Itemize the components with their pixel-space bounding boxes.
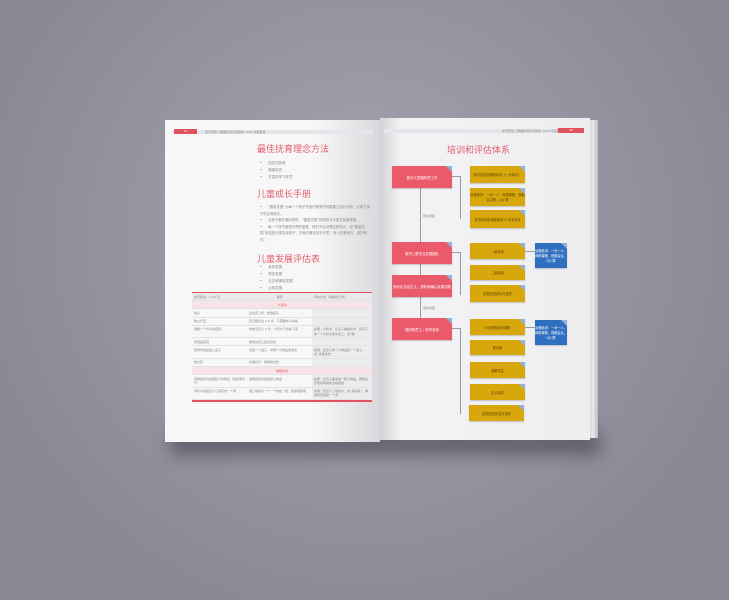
table-row: 把两件物品放入盒子 拿起一个盒子，将两个小物品放进去 如果：给孩子两个小物品和一个盒… [192, 345, 372, 359]
flow-node-yellow: 一级培训 [470, 243, 525, 259]
column-header: 评估方法（观察和记录） [312, 292, 372, 302]
table-cell: 拿起一个盒子，将两个小物品放进去 [247, 345, 312, 359]
connector-line [452, 252, 460, 253]
flow-node-yellow: 定点指导 [470, 384, 525, 400]
page-title: 培训和评估体系 [447, 146, 511, 156]
flow-node-yellow: 远程培训：一对一人，网络课程，视频会议等，QQ 群 [470, 188, 525, 206]
list-item: “春苗花园”为每一个孩子在他们刚来的时候建立成长手册，记录下孩子的点滴成长。 [260, 204, 372, 217]
table-cell [312, 337, 372, 347]
table-row: 用拇指和食指捏起小的物品（例如葡萄干） 用拇指和食指捏起小物品 如果：在孩子面前放一… [192, 374, 372, 388]
connector-line [460, 252, 461, 295]
section-label: 精细运动 [192, 366, 372, 376]
table-row: 用笔画直线 用笔在纸上画出直线 [192, 337, 372, 347]
flow-node-red: 现状走访出生儿，透析和确认发展问题 [392, 275, 452, 297]
table-cell: 用三块积木一个一个放在一起，能够搭起塔 [247, 387, 312, 401]
flow-node-red: 慈济儿童福利院工作 [392, 166, 452, 188]
list-item: 当孩子离开福利院时，“春苗花园”将把成长手册交给新家庭。 [260, 217, 372, 224]
flow-node-yellow: 定期总结评估与指导 [470, 285, 525, 302]
table-cell [312, 358, 372, 368]
right-page: 慈济博爱儿童福利院年度报告 2016 年度报告 32 培训和评估体系 培训对接 … [380, 118, 590, 440]
flow-node-yellow: 二级培训 [470, 265, 525, 280]
list-item: 回应式抚育 [260, 161, 286, 166]
table-cell: 如果：给孩子两个小物品和一个盒子，说“请放进去” [312, 345, 372, 359]
table-row: 用脚一个大积木起跑 向前走至少 5 步，大积木不会掉下来 如果：大积木，让孩子看看积… [192, 325, 372, 339]
connector-line [452, 176, 460, 177]
column-header: 说明 [247, 292, 312, 302]
table-row: 抬头 趴在床上时，能抬起头 [192, 308, 372, 318]
table-cell: 向前走至少 5 步，大积木不会掉下来 [247, 325, 312, 339]
list-item: 每一个孩子都是世界的宝藏，他们不会记得这些时光，但“春苗花园”用这些记录告诉孩子… [260, 224, 372, 244]
page-edges [588, 120, 598, 438]
page-number-tag: 32 [558, 128, 584, 133]
table-cell: 用积木搭起至少三层高的一个塔 [192, 387, 247, 401]
table-cell: 独立行走 [192, 317, 247, 326]
table-cell: 趴在床上时，能抬起头 [247, 308, 312, 318]
section-label: 大运动 [192, 300, 372, 310]
table-cell: 用拇指和食指捏起小物品 [247, 374, 312, 388]
table-section-row: 精细运动 [192, 366, 372, 376]
connector-line [460, 176, 461, 219]
table-cell: 用拇指和食指捏起小的物品（例如葡萄干） [192, 374, 247, 388]
flow-node-yellow: 示范课程游戏课程 [470, 319, 525, 335]
connector-label: 培训对接 [423, 306, 436, 310]
flow-node-yellow: 定期总结评估与指导 [469, 405, 524, 421]
table-cell: 把两件物品放入盒子 [192, 345, 247, 359]
table-row: 独立行走 自己能走出 5-8 步，不需要成人扶着 [192, 317, 372, 326]
flow-node-red: 福利院员工 / 养育老师 [392, 318, 452, 340]
table-cell: 如果：大积木，让孩子看看积木，把孩子的一个大积木放在地上，说“踢” [312, 325, 372, 339]
table-cell: 如果：在孩子面前放一颗小物品，看他是否能用拇指和食指捏起 [312, 374, 372, 388]
page-number-tag: 31 [174, 129, 197, 134]
table-cell: 爬台阶 [192, 358, 247, 368]
column-header: 发育阶段：1-24 月 [192, 292, 247, 302]
table-cell [312, 308, 372, 318]
table-cell [312, 317, 372, 326]
assessment-table: 发育阶段：1-24 月 说明 评估方法（观察和记录） 大运动 抬头 趴在床上时，能… [192, 292, 372, 403]
list-item: 语言发展 [260, 272, 282, 277]
section-title: 儿童发展评估表 [257, 255, 321, 265]
flow-node-yellow: 慈济总内部课程培训（一年两次） [470, 166, 525, 183]
flow-node-blue: 远程培训：一对一人，网络课程，视频会议，QQ 群 [535, 320, 567, 345]
table-cell: 自己能走出 5-8 步，不需要成人扶着 [247, 317, 312, 326]
header-bar [384, 129, 584, 133]
running-title: 慈济博爱儿童福利院年度报告 2016 年度报告 [502, 129, 563, 133]
flow-node-yellow: 观察评估 [470, 362, 525, 378]
left-page: 31 慈济博爱儿童福利院年度报告 2016 年度报告 最佳抚育理念方法 回应式抚… [165, 120, 380, 442]
section-title: 儿童成长手册 [257, 190, 312, 200]
list-item: 社交和情感发展 [260, 279, 293, 284]
connector-label: 培训对接 [423, 214, 436, 218]
table-cell: 用脚一个大积木起跑 [192, 325, 247, 339]
table-cell: 用笔画直线 [192, 337, 247, 347]
section-title: 最佳抚育理念方法 [257, 145, 330, 155]
table-cell: 如果：给孩子三块积木，说“搭起来”，看他能否搭起一个塔 [312, 387, 372, 401]
flow-node-blue: 远程培训：一对一人，网络课程，视频会议，QQ 群 [535, 243, 567, 268]
connector-line [452, 328, 460, 329]
paragraph-list: “春苗花园”为每一个孩子在他们刚来的时候建立成长手册，记录下孩子的点滴成长。 当… [260, 204, 372, 243]
flow-node-red: 慈济儿童专业发展团队 [392, 242, 452, 264]
table-cell: 用笔在纸上画出直线 [247, 337, 312, 347]
flow-node-yellow: 慈济总内部课程培训 & 学术交流 [470, 210, 525, 228]
table-row: 用积木搭起至少三层高的一个塔 用三块积木一个一个放在一起，能够搭起塔 如果：给孩子三… [192, 387, 372, 401]
connector-line [525, 251, 535, 252]
connector-line [460, 328, 461, 414]
flow-node-yellow: 家访组 [470, 340, 525, 355]
connector-line [525, 327, 535, 328]
list-item: 情感依恋 [260, 168, 282, 173]
table-header: 发育阶段：1-24 月 说明 评估方法（观察和记录） [192, 292, 372, 302]
table-cell: 扶着栏杆，能够爬台阶 [247, 358, 312, 368]
table-cell: 抬头 [192, 308, 247, 318]
table-row: 爬台阶 扶着栏杆，能够爬台阶 [192, 358, 372, 368]
header-bar [173, 130, 373, 134]
list-item: 身体发展 [260, 265, 282, 270]
table-section-row: 大运动 [192, 300, 372, 310]
list-item: 丰富的学习环境 [260, 175, 293, 180]
running-title: 慈济博爱儿童福利院年度报告 2016 年度报告 [205, 130, 266, 134]
list-item: 认知发展 [260, 286, 282, 291]
